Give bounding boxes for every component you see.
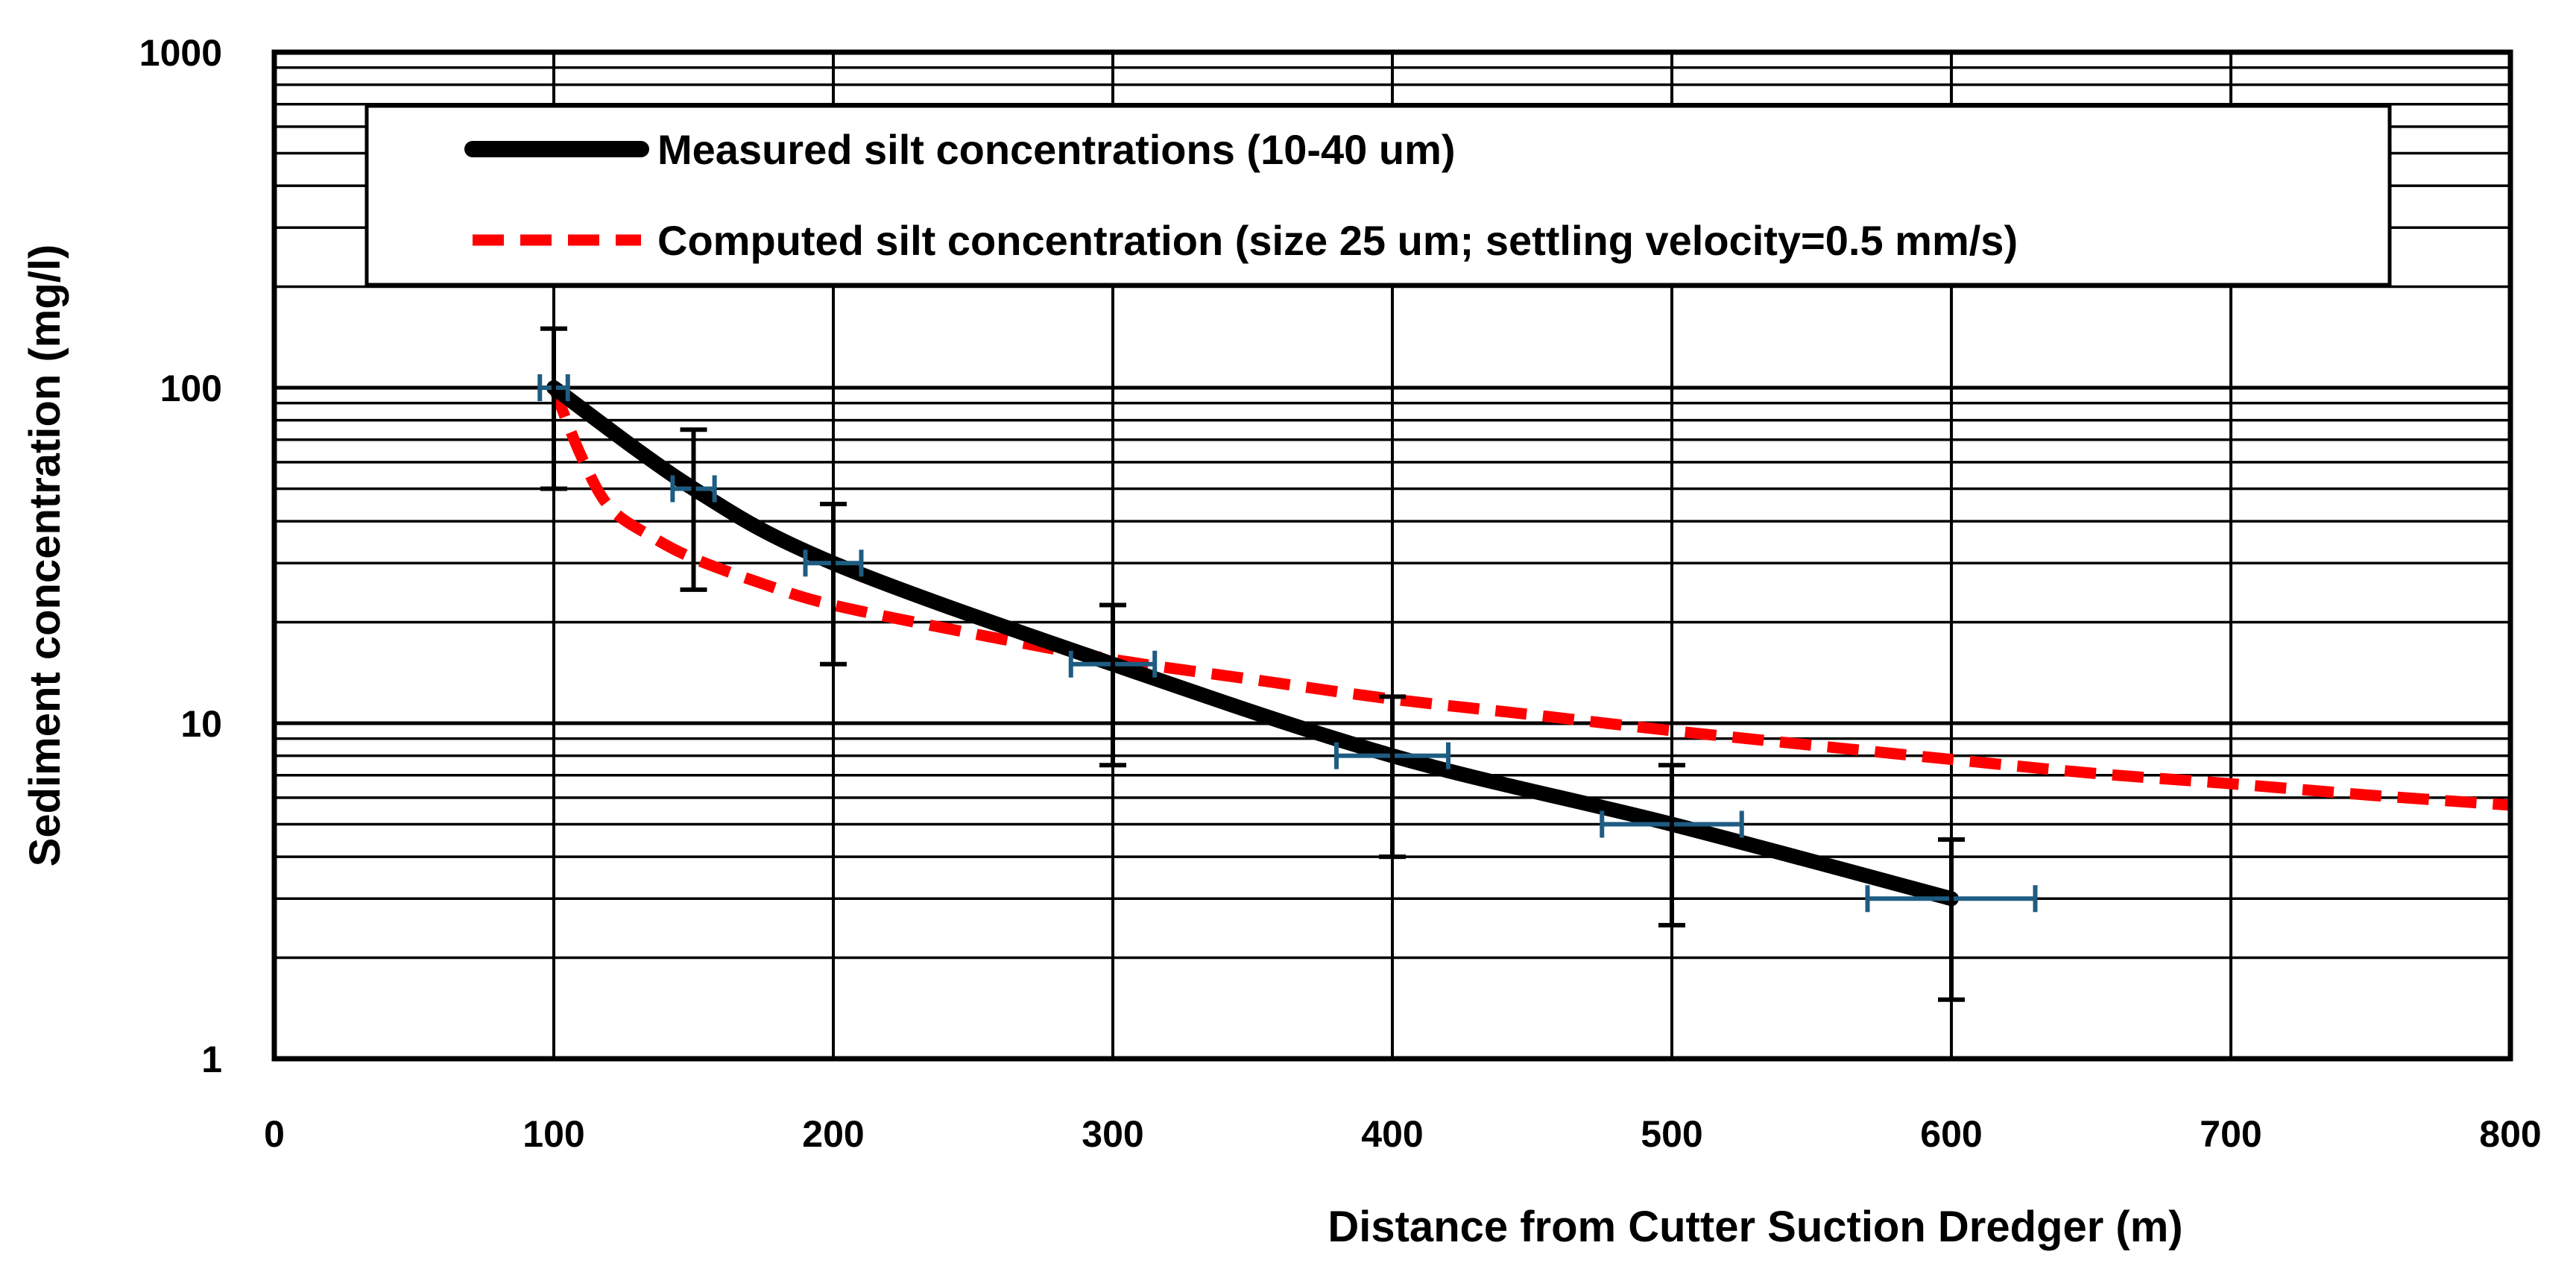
y-tick-label: 1000 — [139, 32, 222, 74]
y-tick-label: 100 — [160, 368, 222, 409]
plot-frame — [271, 49, 2513, 1062]
x-tick-label: 700 — [2200, 1113, 2261, 1155]
x-axis-title: Distance from Cutter Suction Dredger (m) — [1328, 1203, 2182, 1251]
legend: Measured silt concentrations (10-40 um) … — [364, 104, 2392, 287]
y-tick-label: 1 — [201, 1039, 222, 1080]
series-computed-line — [549, 385, 2511, 811]
error-bars — [537, 326, 2038, 1002]
x-tick-label: 200 — [802, 1113, 864, 1155]
y-tick-labels: 1 10 100 1000 — [139, 32, 222, 1080]
y-axis-title: Sediment concentration (mg/l) — [21, 245, 69, 867]
x-tick-label: 300 — [1082, 1113, 1143, 1155]
legend-box — [364, 104, 2392, 287]
legend-label-computed: Computed silt concentration (size 25 um;… — [657, 217, 2018, 264]
x-tick-label: 500 — [1641, 1113, 1702, 1155]
x-tick-labels: 0 100 200 300 400 500 600 700 800 — [264, 1113, 2542, 1155]
x-tick-label: 400 — [1361, 1113, 1423, 1155]
x-tick-label: 600 — [1920, 1113, 1982, 1155]
x-tick-label: 0 — [264, 1113, 285, 1155]
legend-label-measured: Measured silt concentrations (10-40 um) — [657, 126, 1456, 173]
x-tick-label: 100 — [523, 1113, 584, 1155]
x-tick-label: 800 — [2479, 1113, 2541, 1155]
y-tick-label: 10 — [180, 703, 222, 745]
